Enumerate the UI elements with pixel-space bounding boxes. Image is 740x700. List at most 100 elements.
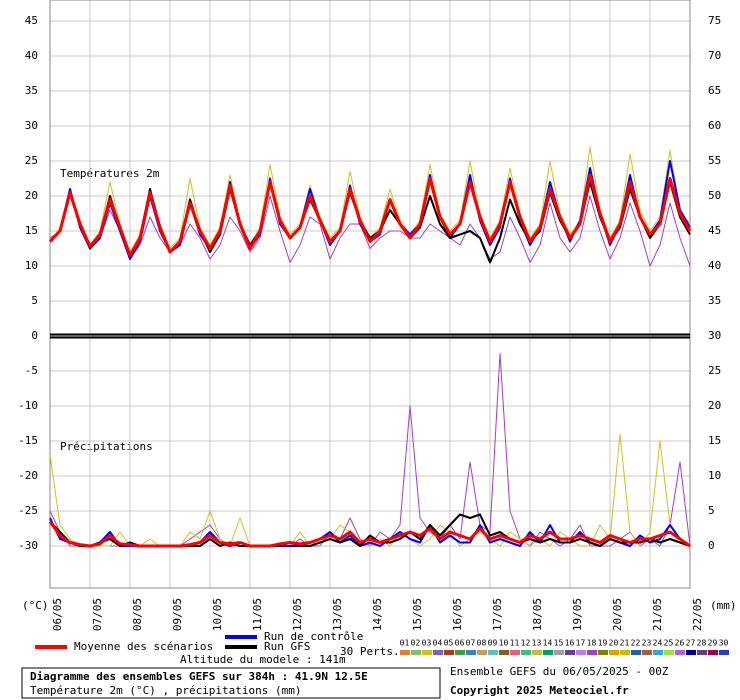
pert-swatch — [400, 650, 410, 655]
pert-swatch — [510, 650, 520, 655]
pert-swatch — [521, 650, 531, 655]
y-tick-label: 25 — [25, 154, 38, 167]
x-tick-label: 13/05 — [331, 598, 344, 631]
pert-label: 03 — [422, 639, 432, 648]
pert-label: 15 — [554, 639, 564, 648]
y-tick-label: -10 — [18, 399, 38, 412]
pert-label: 20 — [609, 639, 619, 648]
pert-label: 09 — [488, 639, 498, 648]
x-tick-label: 17/05 — [491, 598, 504, 631]
pert-swatch — [422, 650, 432, 655]
x-tick-label: 19/05 — [571, 598, 584, 631]
y2-unit: (mm) — [710, 599, 737, 612]
pert-label: 14 — [543, 639, 553, 648]
pert-swatch — [576, 650, 586, 655]
pert-label: 29 — [708, 639, 718, 648]
x-tick-label: 06/05 — [51, 598, 64, 631]
y2-tick-label: 70 — [708, 49, 721, 62]
pert-swatch — [554, 650, 564, 655]
footer-title: Diagramme des ensembles GEFS sur 384h : … — [30, 670, 368, 683]
pert-label: 07 — [466, 639, 476, 648]
pert-swatch — [631, 650, 641, 655]
pert-label: 11 — [510, 639, 520, 648]
pert-swatch — [466, 650, 476, 655]
pert-label: 16 — [565, 639, 575, 648]
pert-label: 23 — [642, 639, 652, 648]
pert-label: 22 — [631, 639, 641, 648]
pert-swatch — [642, 650, 652, 655]
legend-label: Moyenne des scénarios — [74, 640, 213, 653]
y-tick-label: -15 — [18, 434, 38, 447]
pert-swatch — [455, 650, 465, 655]
pert-label: 08 — [477, 639, 487, 648]
pert-label: 28 — [697, 639, 707, 648]
y-tick-label: -30 — [18, 539, 38, 552]
x-tick-label: 16/05 — [451, 598, 464, 631]
pert-label: 13 — [532, 639, 542, 648]
y-tick-label: 30 — [25, 119, 38, 132]
pert-swatch — [719, 650, 729, 655]
pert-swatch — [653, 650, 663, 655]
pert-label: 10 — [499, 639, 509, 648]
panel-label: Températures 2m — [60, 167, 160, 180]
pert-label: 27 — [686, 639, 696, 648]
y2-tick-label: 55 — [708, 154, 721, 167]
y2-tick-label: 0 — [708, 539, 715, 552]
x-tick-label: 22/05 — [691, 598, 704, 631]
y2-tick-label: 35 — [708, 294, 721, 307]
pert-swatch — [675, 650, 685, 655]
pert-swatch — [499, 650, 509, 655]
y2-tick-label: 75 — [708, 14, 721, 27]
x-tick-label: 11/05 — [251, 598, 264, 631]
pert-label: 06 — [455, 639, 465, 648]
pert-swatch — [444, 650, 454, 655]
y2-tick-label: 40 — [708, 259, 721, 272]
y2-tick-label: 50 — [708, 189, 721, 202]
y2-tick-label: 65 — [708, 84, 721, 97]
y-tick-label: 10 — [25, 259, 38, 272]
pert-label: 17 — [576, 639, 586, 648]
y-tick-label: -25 — [18, 504, 38, 517]
pert-swatch — [598, 650, 608, 655]
pert-label: 05 — [444, 639, 454, 648]
y2-tick-label: 45 — [708, 224, 721, 237]
plot-frame — [49, 0, 691, 589]
legend-label: Run GFS — [264, 640, 310, 653]
x-tick-label: 07/05 — [91, 598, 104, 631]
x-tick-label: 20/05 — [611, 598, 624, 631]
pert-swatch — [565, 650, 575, 655]
pert-swatch — [433, 650, 443, 655]
y2-tick-label: 15 — [708, 434, 721, 447]
x-tick-label: 21/05 — [651, 598, 664, 631]
y-tick-label: 35 — [25, 84, 38, 97]
y-tick-label: 40 — [25, 49, 38, 62]
pert-label: 01 — [400, 639, 410, 648]
pert-label: 19 — [598, 639, 608, 648]
y2-tick-label: 20 — [708, 399, 721, 412]
y-unit: (°C) — [22, 599, 49, 612]
y-tick-label: 15 — [25, 224, 38, 237]
pert-swatch — [477, 650, 487, 655]
x-tick-label: 09/05 — [171, 598, 184, 631]
info-box — [21, 667, 441, 699]
x-tick-label: 18/05 — [531, 598, 544, 631]
series-line — [49, 195, 691, 267]
pert-label: 25 — [664, 639, 674, 648]
pert-swatch — [664, 650, 674, 655]
series-line — [48, 520, 691, 548]
pert-swatch — [620, 650, 630, 655]
pert-swatch — [708, 650, 718, 655]
y2-tick-label: 60 — [708, 119, 721, 132]
pert-swatch — [587, 650, 597, 655]
x-tick-label: 10/05 — [211, 598, 224, 631]
x-tick-label: 08/05 — [131, 598, 144, 631]
y2-tick-label: 5 — [708, 504, 715, 517]
series-line — [48, 173, 692, 257]
footer-subtitle: Température 2m (°C) , précipitations (mm… — [30, 684, 302, 697]
pert-label: 04 — [433, 639, 443, 648]
pert-swatch — [697, 650, 707, 655]
series-line — [49, 433, 691, 547]
pert-label: 30 — [719, 639, 729, 648]
y2-tick-label: 25 — [708, 364, 721, 377]
